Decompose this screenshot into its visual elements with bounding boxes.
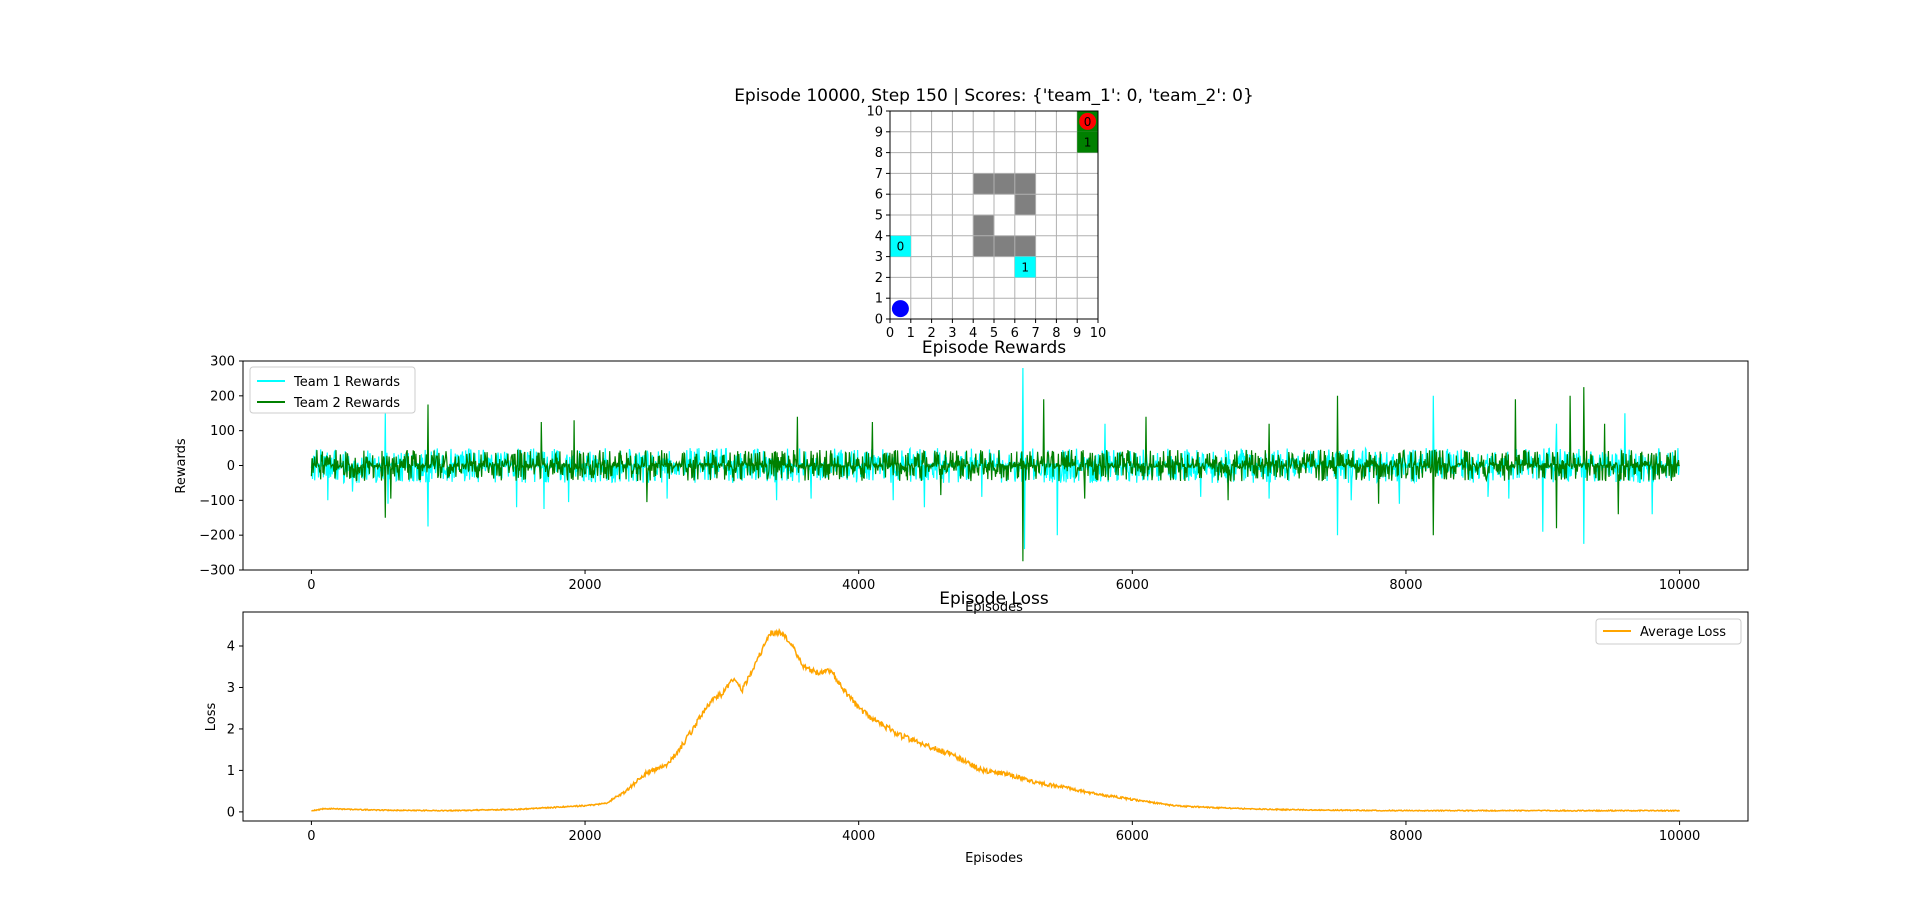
team-1-agent-label: 0 xyxy=(897,240,905,254)
loss-title: Episode Loss xyxy=(939,589,1049,609)
grid-x-tick-label: 6 xyxy=(1011,326,1019,341)
rewards-y-tick-label: −100 xyxy=(199,494,235,509)
obstacle-cell xyxy=(994,173,1015,195)
loss-chart: 0 2000 4000 6000 8000 10000 0 1 2 3 4 Episode Loss… xyxy=(204,589,1749,866)
rewards-chart: 0 2000 4000 6000 8000 10000 −300 −200 −100 0 100 20… xyxy=(174,338,1749,615)
loss-x-tick-label: 4000 xyxy=(842,829,875,844)
rewards-x-tick-label: 10000 xyxy=(1659,578,1700,593)
grid-x-tick-label: 1 xyxy=(907,326,915,341)
obstacle-cell xyxy=(1014,173,1036,195)
grid-y-tick-label: 5 xyxy=(875,209,883,224)
grid-x-tick-label: 9 xyxy=(1073,326,1081,341)
obstacle-cell xyxy=(973,235,994,257)
grid-y-tick-label: 9 xyxy=(875,125,883,140)
rewards-y-tick-label: −200 xyxy=(199,529,235,544)
rewards-x-tick-label: 4000 xyxy=(842,578,875,593)
rewards-x-tick-label: 8000 xyxy=(1389,578,1422,593)
loss-y-tick-label: 3 xyxy=(227,681,235,696)
grid-x-tick-label: 5 xyxy=(990,326,998,341)
team-1-agent-label: 1 xyxy=(1021,261,1029,275)
grid-x-tick-label: 2 xyxy=(927,326,935,341)
rewards-legend: Team 1 Rewards Team 2 Rewards xyxy=(249,366,416,414)
ball xyxy=(891,300,909,318)
loss-x-tick-label: 0 xyxy=(307,829,315,844)
rewards-y-tick-label: −300 xyxy=(199,564,235,579)
grid-y-tick-label: 1 xyxy=(875,292,883,307)
team-2-agent-marker xyxy=(1079,112,1097,130)
grid-y-tick-label: 8 xyxy=(875,146,883,161)
loss-x-tick-label: 8000 xyxy=(1389,829,1422,844)
loss-x-tick-label: 10000 xyxy=(1659,829,1700,844)
obstacle-cell xyxy=(973,173,994,195)
team-1-agent-cell xyxy=(1014,256,1036,278)
loss-ylabel: Loss xyxy=(204,703,219,732)
grid-x-tick-label: 8 xyxy=(1052,326,1060,341)
grid-agents: 0 1 0 1 xyxy=(890,111,1098,318)
rewards-x-tick-label: 6000 xyxy=(1116,578,1149,593)
obstacle-cell xyxy=(973,215,994,236)
legend-label-team-2: Team 2 Rewards xyxy=(293,396,400,411)
loss-plot-frame xyxy=(242,611,1749,822)
loss-y-tick-label: 2 xyxy=(227,722,235,737)
grid-y-tick-label: 10 xyxy=(866,105,883,120)
grid-world-panel: Episode 10000, Step 150 | Scores: {'team… xyxy=(734,86,1254,341)
rewards-series xyxy=(310,367,1681,562)
grid-x-tick-label: 4 xyxy=(969,326,977,341)
grid-y-tick-label: 3 xyxy=(875,250,883,265)
loss-series xyxy=(311,627,1681,813)
grid-x-tick-label: 0 xyxy=(886,326,894,341)
loss-x-tick-label: 6000 xyxy=(1116,829,1149,844)
team-2-agent-cell xyxy=(1077,131,1098,153)
grid-y-tick-label: 4 xyxy=(875,229,883,244)
loss-y-tick-label: 1 xyxy=(227,764,235,779)
loss-legend: Average Loss xyxy=(1595,618,1742,645)
rewards-x-tick-label: 2000 xyxy=(568,578,601,593)
team-1-agent-cell xyxy=(890,235,911,257)
grid-x-tick-label: 10 xyxy=(1090,326,1107,341)
loss-xlabel: Episodes xyxy=(965,851,1023,866)
team-1-rewards-line xyxy=(310,367,1680,550)
obstacle-cell xyxy=(994,235,1015,257)
grid-cells xyxy=(973,173,1036,257)
rewards-title: Episode Rewards xyxy=(922,338,1066,358)
legend-label-average-loss: Average Loss xyxy=(1640,625,1726,640)
grid-y-tick-label: 2 xyxy=(875,271,883,286)
rewards-y-tick-label: 200 xyxy=(210,389,235,404)
rewards-y-tick-label: 300 xyxy=(210,355,235,370)
grid-y-tick-label: 0 xyxy=(875,313,883,328)
obstacle-cell xyxy=(1014,235,1036,257)
grid-y-tick-label: 7 xyxy=(875,167,883,182)
grid-lines xyxy=(890,111,1098,319)
grid-y-tick-label: 6 xyxy=(875,188,883,203)
team-2-agent-label: 0 xyxy=(1084,115,1092,129)
obstacle-cell xyxy=(1014,194,1036,215)
grid-x-tick-label: 3 xyxy=(948,326,956,341)
rewards-y-tick-label: 0 xyxy=(227,459,235,474)
team-2-rewards-line xyxy=(310,387,1681,562)
grid-x-tick-label: 7 xyxy=(1031,326,1039,341)
loss-x-tick-label: 2000 xyxy=(568,829,601,844)
loss-legend-box xyxy=(1595,618,1742,645)
loss-y-tick-label: 0 xyxy=(227,805,235,820)
rewards-xlabel: Episodes xyxy=(965,600,1023,615)
rewards-ylabel: Rewards xyxy=(174,438,189,493)
team-2-agent-label: 1 xyxy=(1084,136,1092,150)
rewards-x-tick-label: 0 xyxy=(307,578,315,593)
legend-label-team-1: Team 1 Rewards xyxy=(293,375,400,390)
average-loss-line xyxy=(311,627,1681,813)
rewards-y-tick-label: 100 xyxy=(210,424,235,439)
rewards-legend-box xyxy=(249,366,416,414)
loss-ticks: 0 2000 4000 6000 8000 10000 0 1 2 3 4 xyxy=(227,640,1701,844)
rewards-ticks: 0 2000 4000 6000 8000 10000 −300 −200 −100 0 100 20… xyxy=(199,355,1700,594)
grid-world-title: Episode 10000, Step 150 | Scores: {'team… xyxy=(734,86,1254,106)
loss-y-tick-label: 4 xyxy=(227,640,235,655)
